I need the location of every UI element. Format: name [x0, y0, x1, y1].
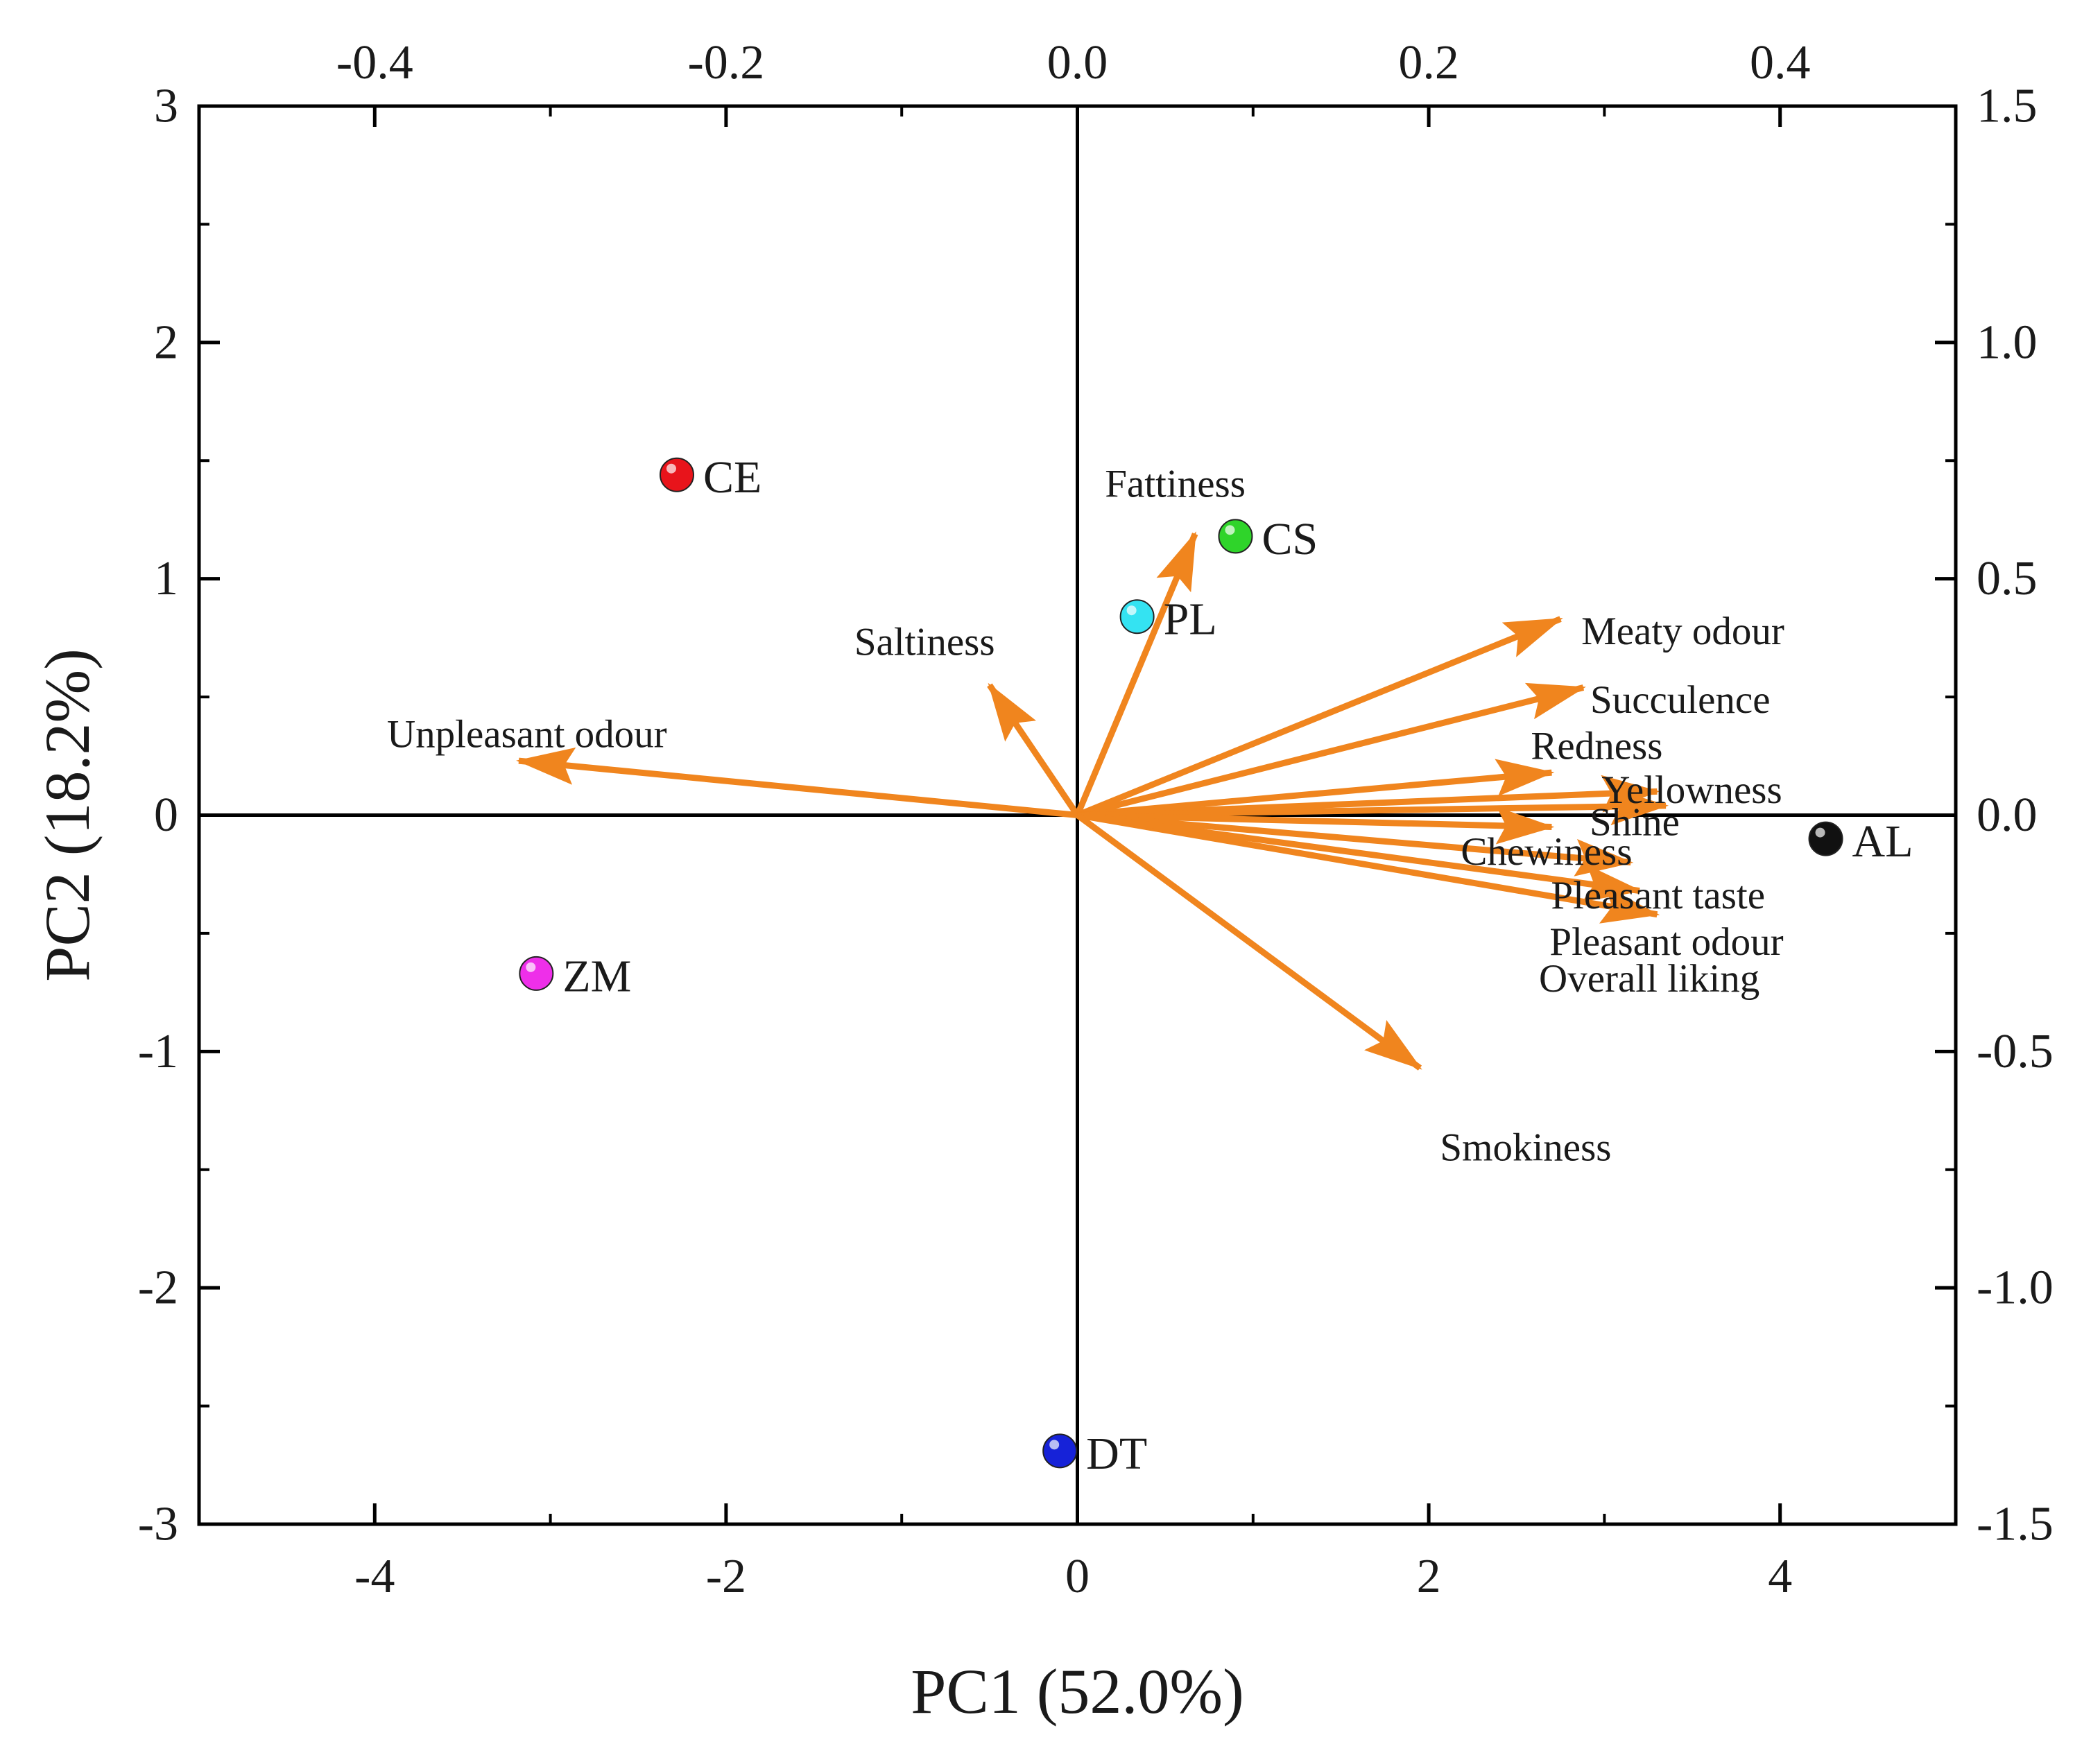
loading-label-meaty-odour: Meaty odour — [1581, 610, 1784, 653]
loading-arrow-unpleasant-odour — [516, 747, 1078, 818]
sample-label-dt: DT — [1086, 1428, 1147, 1479]
right-tick-label: 1.0 — [1977, 316, 2038, 369]
loading-arrow-pleasant-taste — [1077, 812, 1634, 877]
sample-point-highlight — [1126, 605, 1137, 616]
loading-arrow-chewiness — [1077, 806, 1555, 845]
x-tick-label: -4 — [354, 1550, 395, 1603]
y-axis-title: PC2 (18.2%) — [32, 648, 103, 981]
right-tick-label: -1.0 — [1977, 1261, 2054, 1315]
sample-label-cs: CS — [1262, 514, 1318, 564]
loading-label-pleasant-taste: Pleasant taste — [1551, 874, 1765, 917]
loading-arrow-redness — [1077, 759, 1555, 818]
y-tick-label: 2 — [154, 316, 178, 369]
sample-label-zm: ZM — [562, 951, 631, 1001]
loading-label-yellowness: Yellowness — [1601, 768, 1782, 812]
loading-arrow-meaty-odour — [1076, 616, 1563, 818]
loading-label-redness: Redness — [1531, 725, 1662, 768]
y-tick-label: 1 — [154, 552, 178, 605]
y-tick-label: 0 — [154, 788, 178, 842]
loading-label-smokiness: Smokiness — [1440, 1126, 1611, 1170]
x-axis-title: PC1 (52.0%) — [911, 1656, 1243, 1727]
loading-arrow-smokiness — [1075, 812, 1422, 1071]
sample-point-pl — [1119, 599, 1155, 634]
y-tick-label: 3 — [154, 80, 178, 133]
x-tick-label: 2 — [1417, 1550, 1441, 1603]
sample-point-al — [1808, 821, 1843, 856]
right-tick-label: -1.5 — [1977, 1498, 2054, 1551]
sample-label-pl: PL — [1164, 594, 1217, 645]
loading-arrow-shine — [1077, 788, 1669, 826]
loading-label-shine: Shine — [1590, 800, 1680, 844]
sample-point-highlight — [1049, 1440, 1060, 1450]
x-tick-label: 4 — [1768, 1550, 1792, 1603]
top-tick-label: -0.4 — [336, 36, 413, 89]
sample-point-highlight — [1815, 827, 1825, 838]
loading-arrow-saltiness — [987, 682, 1081, 818]
top-tick-label: 0.4 — [1750, 36, 1811, 89]
sample-point-ce — [659, 457, 694, 492]
sample-label-ce: CE — [703, 452, 761, 503]
loading-label-succulence: Succulence — [1590, 678, 1771, 722]
sample-point-highlight — [526, 962, 536, 972]
sample-point-cs — [1218, 519, 1253, 554]
sample-point-highlight — [666, 463, 676, 474]
top-tick-label: -0.2 — [687, 36, 764, 89]
loading-label-saltiness: Saltiness — [854, 621, 995, 664]
loading-arrow-pleasant-odour — [1076, 812, 1660, 924]
top-tick-label: 0.2 — [1398, 36, 1459, 89]
sample-point-dt — [1042, 1433, 1078, 1469]
x-tick-label: 0 — [1065, 1550, 1090, 1603]
x-tick-label: -2 — [706, 1550, 746, 1603]
y-tick-label: -2 — [138, 1261, 178, 1315]
loading-label-overall-liking: Overall liking — [1539, 957, 1759, 1001]
right-tick-label: -0.5 — [1977, 1025, 2054, 1078]
y-tick-label: -3 — [138, 1498, 178, 1551]
loading-label-chewiness: Chewiness — [1461, 830, 1632, 874]
sample-point-zm — [519, 956, 554, 991]
sample-label-al: AL — [1852, 816, 1913, 867]
loading-label-pleasant-odour: Pleasant odour — [1549, 920, 1783, 964]
loading-label-fattiness: Fattiness — [1105, 462, 1246, 506]
right-tick-label: 0.0 — [1977, 788, 2038, 842]
loading-arrow-succulence — [1076, 682, 1586, 818]
loading-label-unpleasant-odour: Unpleasant odour — [387, 713, 667, 757]
loading-arrow-overall-liking — [1076, 812, 1643, 902]
top-tick-label: 0.0 — [1047, 36, 1108, 89]
right-tick-label: 0.5 — [1977, 552, 2038, 605]
right-tick-label: 1.5 — [1977, 80, 2038, 133]
loading-arrow-fattiness — [1074, 531, 1198, 817]
sample-point-highlight — [1225, 525, 1235, 535]
y-tick-label: -1 — [138, 1025, 178, 1078]
